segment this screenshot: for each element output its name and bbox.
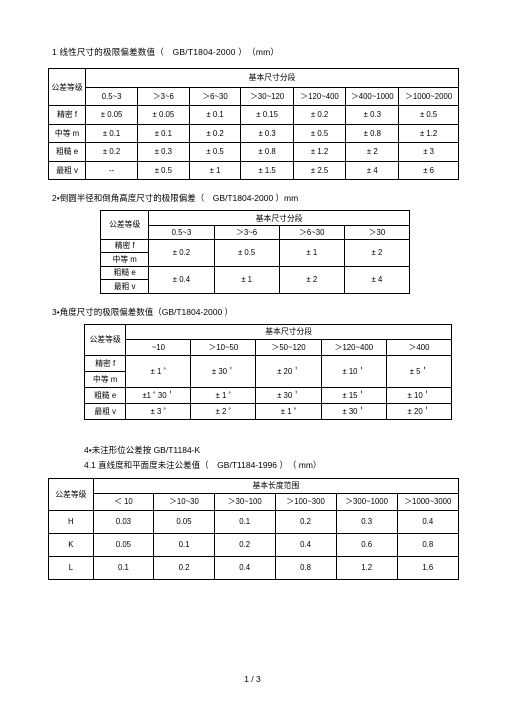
- t1-h2: ＞6~30: [189, 87, 241, 106]
- t1-h6: ＞1000~2000: [399, 87, 459, 106]
- table1: 公差等级 基本尺寸分段 0.5~3 ＞3~6 ＞6~30 ＞30~120 ＞12…: [48, 68, 459, 180]
- section4-title: 4•未注形位公差按 GB/T1184-K: [84, 444, 459, 456]
- t3-span-label: 基本尺寸分段: [126, 324, 452, 339]
- table3: 公差等级 基本尺寸分段 ~10 ＞10~50 ＞50~120 ＞120~400 …: [84, 324, 452, 420]
- t2-r1a: 粗糙 e ± 0.4 ± 1 ± 2 ± 4: [101, 266, 410, 280]
- t2-span-label: 基本尺寸分段: [149, 211, 410, 226]
- t3-grade-label: 公差等级: [85, 324, 126, 355]
- t1-h3: ＞30~120: [241, 87, 293, 106]
- t4-grade-label: 公差等级: [49, 478, 94, 510]
- t1-r2: 粗糙 e ± 0.2 ± 0.3 ± 0.5 ± 0.8 ± 1.2 ± 2 ±…: [49, 143, 459, 162]
- t1-r0: 精密 f ± 0.05 ± 0.05 ± 0.1 ± 0.15 ± 0.2 ± …: [49, 106, 459, 125]
- t1-grade-label: 公差等级: [49, 69, 86, 106]
- t1-h5: ＞400~1000: [346, 87, 399, 106]
- section4-subtitle: 4.1 直线度和平面度未注公差值（ GB/T1184-1996 ） （ mm）: [84, 459, 459, 471]
- page-footer: 1 / 3: [0, 674, 505, 684]
- t1-h1: ＞3~6: [138, 87, 190, 106]
- section2-title: 2•倒圆半径和倒角高度尺寸的极限偏差（ GB/T1804-2000 ）mm: [52, 192, 459, 204]
- t1-h0: 0.5~3: [86, 87, 138, 106]
- t1-span-label: 基本尺寸分段: [86, 69, 459, 88]
- t1-r1: 中等 m ± 0.1 ± 0.1 ± 0.2 ± 0.3 ± 0.5 ± 0.8…: [49, 124, 459, 143]
- section3-title: 3•角度尺寸的极限偏差数值（GB/T1804-2000 ）: [52, 306, 459, 318]
- section1-title: 1 线性尺寸的极限偏差数值（ GB/T1804-2000 ） （mm）: [52, 46, 459, 58]
- t4-span-label: 基本长度范围: [93, 478, 458, 493]
- t2-grade-label: 公差等级: [101, 211, 149, 240]
- table4: 公差等级 基本长度范围 ＜ 10 ＞10~30 ＞30~100 ＞100~300…: [48, 478, 459, 580]
- t1-h4: ＞120~400: [293, 87, 346, 106]
- t1-r3: 最粗 v -- ± 0.5 ± 1 ± 1.5 ± 2.5 ± 4 ± 6: [49, 161, 459, 180]
- table2: 公差等级 基本尺寸分段 0.5~3 ＞3~6 ＞6~30 ＞30 精密 f ± …: [100, 210, 410, 294]
- t2-r0a: 精密 f ± 0.2 ± 0.5 ± 1 ± 2: [101, 239, 410, 253]
